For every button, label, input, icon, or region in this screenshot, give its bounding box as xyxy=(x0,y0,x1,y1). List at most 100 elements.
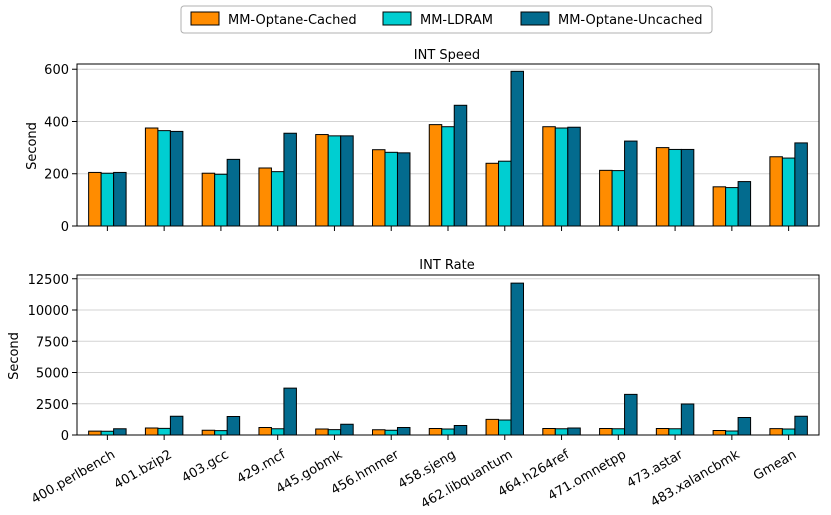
int-speed-bar-2 xyxy=(340,135,354,227)
int-speed-bar-0 xyxy=(599,169,613,227)
int-rate-bar-1 xyxy=(441,428,455,436)
int-speed-bar-1 xyxy=(441,126,455,227)
int-speed-bar-0 xyxy=(144,127,159,227)
int-speed-bar-1 xyxy=(611,170,626,227)
int-speed-bar-0 xyxy=(88,171,102,227)
int-rate-bar-2 xyxy=(169,415,184,436)
int-speed-bar-1 xyxy=(270,171,285,227)
int-rate-ytick-label: 10000 xyxy=(28,304,69,319)
int-rate-bar-0 xyxy=(769,428,783,436)
int-speed-bar-0 xyxy=(258,167,272,227)
int-speed-bar-1 xyxy=(157,130,171,227)
int-rate-bar-0 xyxy=(201,429,216,436)
int-rate-bar-0 xyxy=(485,418,500,436)
legend-swatch-uncached xyxy=(520,11,550,26)
int-speed-bar-0 xyxy=(655,147,670,227)
int-speed-bar-2 xyxy=(680,148,695,227)
int-rate-bar-0 xyxy=(599,428,613,436)
int-rate-bar-1 xyxy=(781,428,796,436)
int-rate-bar-1 xyxy=(327,429,342,436)
int-speed-bar-0 xyxy=(542,126,556,227)
int-rate-bar-2 xyxy=(453,425,468,436)
int-speed-bar-1 xyxy=(668,148,682,227)
int-speed-bar-2 xyxy=(794,142,808,227)
int-rate-bar-2 xyxy=(283,387,297,436)
int-rate-bar-0 xyxy=(428,428,443,436)
int-rate-bar-2 xyxy=(340,423,354,436)
legend: MM-Optane-Cached MM-LDRAM MM-Optane-Unca… xyxy=(180,5,713,34)
int-rate-bar-1 xyxy=(157,427,171,436)
int-rate-ytick-label: 2500 xyxy=(36,398,69,413)
int-rate-bar-1 xyxy=(270,428,285,436)
int-rate-ylabel: Second xyxy=(7,332,22,380)
legend-label-cached: MM-Optane-Cached xyxy=(228,13,357,28)
int-speed-bar-2 xyxy=(113,171,127,227)
int-rate-bar-2 xyxy=(624,393,638,436)
legend-frame xyxy=(180,5,713,34)
int-speed-bar-0 xyxy=(371,149,386,227)
int-rate-bar-2 xyxy=(226,416,241,436)
int-speed-bar-2 xyxy=(283,132,297,227)
int-rate-bar-1 xyxy=(725,430,739,436)
int-rate-bar-2 xyxy=(680,403,695,436)
int-speed-ytick-label: 600 xyxy=(44,63,69,78)
int-speed-bar-2 xyxy=(510,70,525,227)
int-speed-bar-2 xyxy=(226,158,241,227)
legend-label-uncached: MM-Optane-Uncached xyxy=(558,13,702,28)
x-category-label: 400.perlbench xyxy=(29,447,118,507)
int-rate-bar-1 xyxy=(554,428,569,436)
int-speed-bar-1 xyxy=(498,160,512,227)
int-speed-ytick-label: 200 xyxy=(44,168,69,183)
legend-label-ldram: MM-LDRAM xyxy=(420,13,493,28)
int-speed-bar-0 xyxy=(769,156,783,227)
int-speed-plot-frame xyxy=(76,63,820,227)
int-rate-bar-2 xyxy=(737,417,752,436)
int-speed-bar-1 xyxy=(100,172,115,227)
int-speed-bar-1 xyxy=(214,173,228,227)
int-speed-bar-0 xyxy=(712,186,727,227)
int-rate-plot-frame xyxy=(76,274,820,436)
int-rate-bar-2 xyxy=(113,428,127,436)
int-speed-ytick-label: 0 xyxy=(61,220,69,235)
int-rate-panel: INT Rate Second 02500500075001000012500 … xyxy=(7,258,820,512)
int-rate-bar-1 xyxy=(611,428,626,436)
int-rate-bar-2 xyxy=(567,427,581,436)
int-rate-title: INT Rate xyxy=(419,258,474,273)
int-speed-title: INT Speed xyxy=(414,48,480,63)
x-category-label: Gmean xyxy=(751,447,799,483)
int-rate-ytick-label: 5000 xyxy=(36,367,69,382)
int-rate-bar-0 xyxy=(655,428,670,436)
int-speed-bar-1 xyxy=(554,127,569,227)
int-rate-bar-0 xyxy=(712,430,727,436)
int-speed-bar-2 xyxy=(396,152,411,227)
int-speed-ytick-label: 400 xyxy=(44,115,69,130)
x-category-label: 403.gcc xyxy=(179,447,231,486)
int-speed-bar-1 xyxy=(781,157,796,227)
int-rate-ytick-label: 0 xyxy=(61,429,69,444)
int-speed-bar-2 xyxy=(624,140,638,227)
int-speed-bar-2 xyxy=(567,126,581,227)
int-speed-bar-2 xyxy=(737,181,752,227)
int-rate-bar-1 xyxy=(498,419,512,436)
int-rate-bar-1 xyxy=(214,430,228,436)
int-speed-bar-0 xyxy=(485,162,500,227)
int-rate-bar-2 xyxy=(510,282,525,436)
int-rate-bar-1 xyxy=(668,428,682,436)
int-rate-bar-0 xyxy=(144,427,159,436)
int-speed-bar-2 xyxy=(453,104,468,227)
int-rate-bar-0 xyxy=(258,427,272,436)
int-speed-bar-0 xyxy=(315,134,329,227)
int-rate-bar-2 xyxy=(396,427,411,436)
int-rate-ytick-label: 12500 xyxy=(28,273,69,288)
int-speed-panel: INT Speed Second 0 200 400 600 xyxy=(25,48,820,235)
int-rate-bar-0 xyxy=(88,430,102,436)
x-category-label: 401.bzip2 xyxy=(112,447,175,492)
legend-swatch-cached xyxy=(190,11,220,26)
int-speed-bar-1 xyxy=(327,135,342,227)
int-speed-bar-1 xyxy=(384,151,398,227)
int-rate-bar-2 xyxy=(794,415,808,436)
int-speed-bar-0 xyxy=(428,124,443,227)
int-speed-bar-0 xyxy=(201,172,216,227)
legend-swatch-ldram xyxy=(382,11,412,26)
int-speed-bar-1 xyxy=(725,187,739,227)
